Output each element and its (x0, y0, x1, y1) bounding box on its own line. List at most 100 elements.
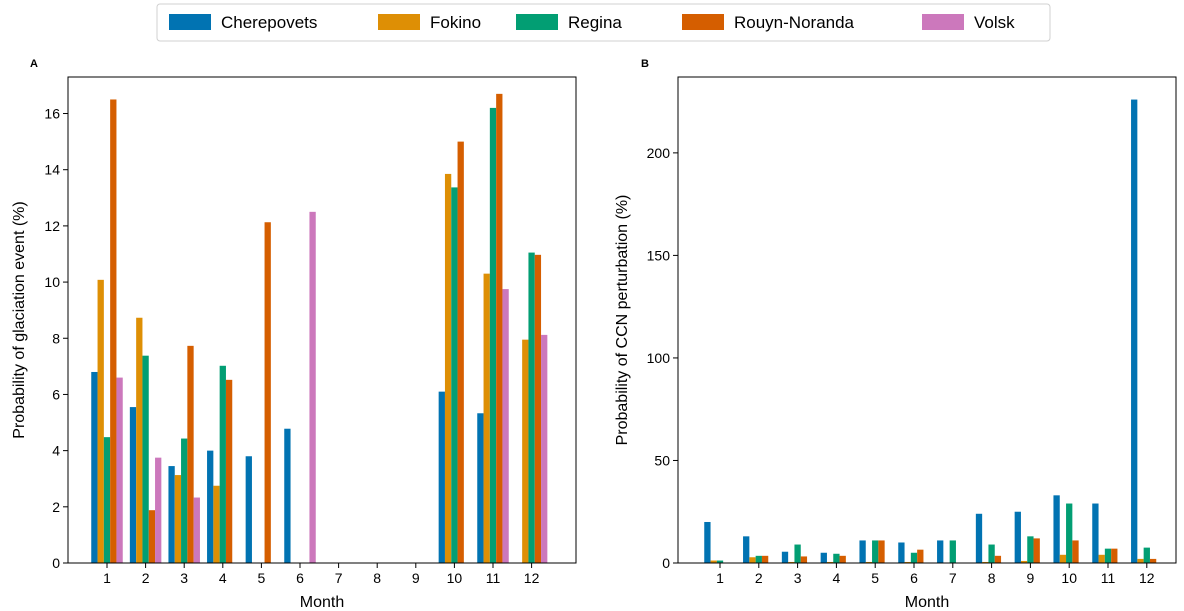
legend-box (156, 3, 1051, 42)
x-tick-label-b-10: 10 (1061, 570, 1077, 586)
y-axis-label-b: Probability of CCN perturbation (%) (614, 195, 631, 446)
bar-b-cherepovets-m10 (1053, 495, 1060, 563)
x-tick-label-b-3: 3 (794, 570, 802, 586)
x-tick-label-b-2: 2 (755, 570, 763, 586)
bar-b-cherepovets-m11 (1092, 503, 1099, 563)
bar-a-rouyn-noranda-m4 (225, 379, 233, 563)
bar-a-regina-m2 (142, 355, 149, 563)
plot-frame-b (677, 76, 1177, 564)
x-tick-label-a-4: 4 (219, 570, 227, 586)
y-tick-label-b-50: 50 (654, 452, 670, 468)
bar-a-fokino-m12 (522, 339, 529, 563)
bar-a-volsk-m12 (541, 334, 548, 563)
bar-b-fokino-m11 (1098, 554, 1105, 563)
x-tick-label-a-5: 5 (258, 570, 266, 586)
bar-a-fokino-m1 (97, 279, 104, 563)
bar-b-regina-m8 (988, 544, 995, 563)
bar-a-regina-m1 (103, 437, 111, 563)
bar-a-fokino-m3 (174, 475, 182, 563)
bar-a-fokino-m10 (444, 173, 452, 564)
bar-a-cherepovets-m1 (91, 371, 98, 563)
bar-a-regina-m11 (489, 107, 497, 564)
bar-b-cherepovets-m5 (859, 540, 866, 563)
legend-swatch-fokino (378, 14, 420, 30)
legend-swatch-cherepovets (169, 14, 211, 30)
bar-b-rouyn-noranda-m11 (1111, 548, 1118, 563)
y-tick-label-b-0: 0 (662, 555, 670, 571)
legend-label-regina: Regina (568, 13, 622, 32)
bar-a-volsk-m3 (193, 497, 200, 563)
bar-a-cherepovets-m5 (245, 456, 252, 563)
bar-a-rouyn-noranda-m11 (496, 93, 503, 564)
bar-a-fokino-m2 (136, 317, 143, 563)
bar-a-cherepovets-m10 (438, 391, 445, 563)
bar-a-fokino-m11 (483, 273, 490, 563)
legend-swatch-volsk (922, 14, 964, 30)
x-tick-label-a-12: 12 (524, 570, 540, 586)
bar-a-volsk-m11 (502, 289, 509, 563)
bar-b-regina-m4 (833, 553, 840, 563)
bar-a-rouyn-noranda-m3 (187, 345, 194, 563)
bar-b-rouyn-noranda-m12 (1149, 558, 1157, 563)
bar-b-regina-m3 (794, 544, 801, 563)
x-tick-label-b-5: 5 (871, 570, 879, 586)
bar-a-volsk-m2 (155, 457, 162, 563)
panel-label-a: A (30, 58, 38, 70)
bar-a-regina-m10 (451, 187, 458, 563)
bar-a-rouyn-noranda-m12 (534, 254, 542, 563)
y-tick-label-a-2: 2 (52, 499, 60, 515)
x-tick-label-a-7: 7 (335, 570, 343, 586)
x-tick-label-b-9: 9 (1027, 570, 1035, 586)
y-axis-label-a: Probability of glaciation event (%) (11, 201, 28, 438)
bar-b-cherepovets-m8 (975, 513, 983, 563)
legend-swatch-rouyn-noranda (682, 14, 724, 30)
x-tick-label-b-1: 1 (716, 570, 724, 586)
bar-a-rouyn-noranda-m5 (264, 222, 271, 564)
bar-b-rouyn-noranda-m4 (839, 555, 846, 563)
bar-b-regina-m10 (1066, 503, 1073, 563)
legend-swatch-regina (516, 14, 558, 30)
y-tick-label-a-0: 0 (52, 555, 60, 571)
bar-b-rouyn-noranda-m9 (1033, 538, 1040, 563)
bar-b-regina-m1 (716, 560, 724, 563)
bars-panel-b (704, 99, 1157, 563)
bar-b-cherepovets-m3 (781, 551, 789, 563)
bar-b-fokino-m6 (904, 561, 911, 563)
bar-b-regina-m12 (1143, 547, 1150, 563)
bar-b-regina-m9 (1027, 536, 1034, 563)
legend: Cherepovets Fokino Regina Rouyn-Noranda Vols… (156, 3, 1051, 42)
legend-label-rouyn-noranda: Rouyn-Noranda (734, 13, 855, 32)
y-axis-b: 0 50 100 150 200 (647, 145, 678, 571)
x-tick-label-b-7: 7 (949, 570, 957, 586)
y-tick-label-a-14: 14 (44, 162, 60, 178)
y-tick-label-a-8: 8 (52, 330, 60, 346)
bar-b-fokino-m4 (826, 561, 834, 563)
bar-b-cherepovets-m9 (1014, 511, 1021, 563)
bar-b-regina-m7 (949, 540, 956, 563)
x-tick-label-a-2: 2 (142, 570, 150, 586)
y-tick-label-b-150: 150 (647, 247, 671, 263)
y-axis-a: 0 2 4 6 8 10 12 14 16 (44, 106, 68, 571)
bar-b-fokino-m2 (749, 557, 756, 563)
bar-b-rouyn-noranda-m6 (917, 549, 924, 563)
bar-b-fokino-m8 (982, 561, 989, 563)
x-tick-label-b-12: 12 (1139, 570, 1155, 586)
bar-b-rouyn-noranda-m5 (878, 540, 885, 563)
bar-b-fokino-m3 (788, 561, 795, 563)
bar-b-rouyn-noranda-m2 (761, 555, 769, 563)
bar-b-cherepovets-m1 (704, 521, 711, 563)
x-axis-b: 1 2 3 4 5 6 7 8 9 10 11 12 (716, 563, 1155, 586)
bar-a-volsk-m1 (116, 377, 123, 563)
bar-b-rouyn-noranda-m10 (1072, 540, 1079, 563)
bars-panel-a (91, 93, 548, 564)
x-axis-label-a: Month (300, 594, 344, 611)
bar-b-cherepovets-m2 (743, 536, 750, 563)
y-tick-label-b-200: 200 (647, 145, 671, 161)
x-tick-label-b-8: 8 (988, 570, 996, 586)
x-tick-label-b-4: 4 (833, 570, 841, 586)
bar-b-regina-m6 (910, 552, 918, 563)
bar-a-regina-m4 (219, 365, 226, 563)
x-tick-label-a-10: 10 (447, 570, 463, 586)
legend-label-volsk: Volsk (974, 13, 1015, 32)
x-tick-label-a-8: 8 (373, 570, 381, 586)
